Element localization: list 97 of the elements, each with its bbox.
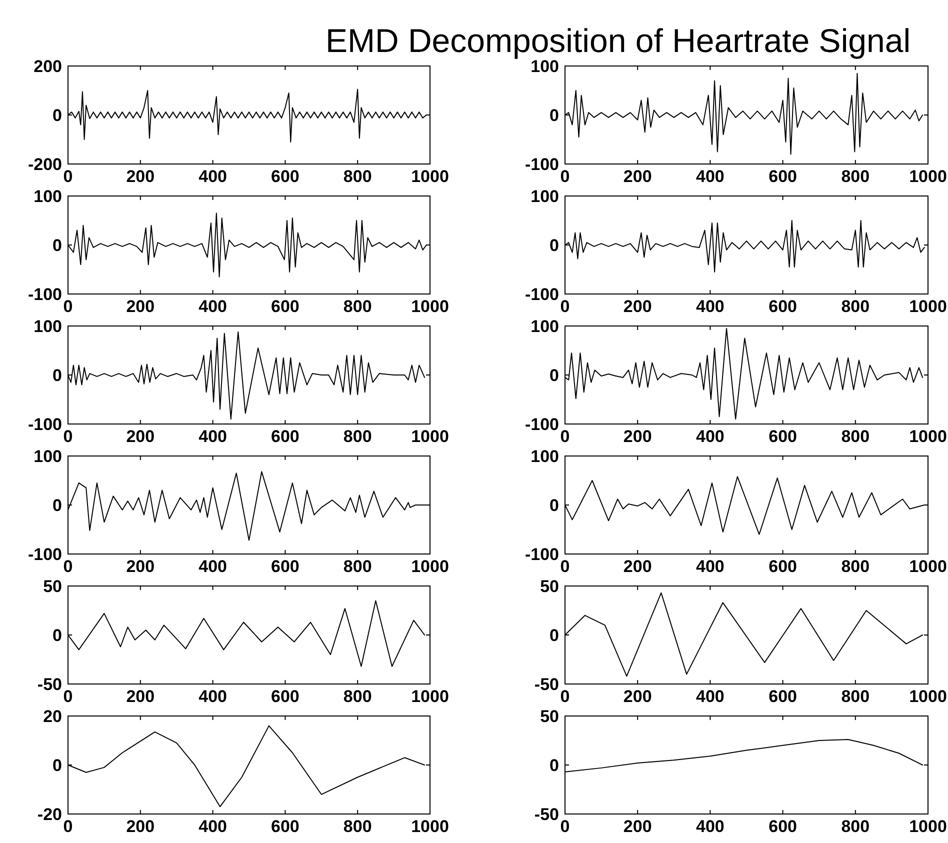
y-tick-label: -100 [28,414,62,434]
y-tick-label: 0 [550,756,559,775]
y-tick-label: 0 [550,106,559,125]
x-tick-label: 400 [696,297,724,316]
x-tick-label: 1000 [411,817,449,836]
x-tick-label: 600 [768,427,797,446]
x-tick-label: 1000 [909,167,947,186]
y-tick-label: 100 [530,446,559,466]
x-tick-label: 400 [198,817,227,836]
x-tick-label: 1000 [411,297,449,316]
x-tick-label: 400 [198,427,227,446]
y-tick-label: 100 [530,186,559,206]
x-tick-label: 400 [198,557,227,576]
x-tick-label: 600 [271,427,300,446]
x-tick-label: 800 [343,817,372,836]
text: EMD Decomposition of Heartrate Signal [325,22,911,59]
x-tick-label: 200 [623,687,652,706]
y-tick-label: 0 [52,756,62,775]
y-tick-label: -50 [534,674,559,694]
x-tick-label: 400 [198,687,227,706]
y-tick-label: 100 [530,56,559,76]
x-tick-label: 200 [126,557,155,576]
x-tick-label: 400 [696,167,724,186]
x-tick-label: 1000 [909,557,947,576]
x-tick-label: 200 [126,297,155,316]
x-tick-label: 1000 [411,557,449,576]
y-tick-label: 50 [540,576,559,596]
y-tick-label: 0 [52,366,62,385]
x-tick-label: 400 [696,427,724,446]
x-tick-label: 800 [841,427,870,446]
x-tick-label: 800 [841,687,870,706]
y-tick-label: -20 [37,804,62,824]
x-tick-label: 1000 [909,297,947,316]
y-tick-label: 100 [34,316,62,336]
y-tick-label: 20 [43,706,62,726]
y-tick-label: 0 [550,236,559,255]
x-tick-label: 600 [271,557,300,576]
x-tick-label: 800 [841,297,870,316]
y-tick-label: -100 [524,154,559,174]
x-tick-label: 600 [768,167,797,186]
x-tick-label: 600 [271,687,300,706]
y-tick-label: -50 [534,804,559,824]
x-tick-label: 800 [343,687,372,706]
x-tick-label: 400 [696,687,724,706]
y-tick-label: 0 [52,236,62,255]
x-tick-label: 200 [623,427,652,446]
x-tick-label: 1000 [909,427,947,446]
x-tick-label: 800 [343,557,372,576]
x-tick-label: 800 [841,167,870,186]
y-tick-label: 0 [550,366,559,385]
y-tick-label: 0 [550,496,559,515]
x-tick-label: 800 [343,297,372,316]
y-tick-label: -100 [524,284,559,304]
x-tick-label: 600 [768,297,797,316]
x-tick-label: 1000 [411,427,449,446]
x-tick-label: 600 [768,817,797,836]
x-tick-label: 1000 [909,817,947,836]
y-tick-label: 0 [52,626,62,645]
x-tick-label: 800 [841,817,870,836]
x-tick-label: 600 [271,297,300,316]
y-tick-label: 100 [34,186,62,206]
y-tick-label: 100 [34,446,62,466]
x-tick-label: 800 [841,557,870,576]
y-tick-label: -200 [28,154,62,174]
x-tick-label: 200 [623,557,652,576]
y-tick-label: -50 [37,674,62,694]
x-tick-label: 200 [126,817,155,836]
x-tick-label: 200 [623,817,652,836]
y-tick-label: 0 [550,626,559,645]
x-tick-label: 600 [271,817,300,836]
x-tick-label: 1000 [909,687,947,706]
x-tick-label: 600 [768,557,797,576]
x-tick-label: 200 [126,167,155,186]
x-tick-label: 800 [343,167,372,186]
y-tick-label: 0 [52,106,62,125]
x-tick-label: 200 [623,297,652,316]
x-tick-label: 1000 [411,687,449,706]
x-tick-label: 400 [696,817,724,836]
x-tick-label: 400 [198,167,227,186]
x-tick-label: 600 [271,167,300,186]
y-tick-label: -100 [524,414,559,434]
y-tick-label: 100 [530,316,559,336]
y-tick-label: -100 [28,544,62,564]
y-tick-label: 50 [43,576,62,596]
y-tick-label: 0 [52,496,62,515]
x-tick-label: 400 [696,557,724,576]
x-tick-label: 400 [198,297,227,316]
y-tick-label: 200 [34,56,62,76]
x-tick-label: 1000 [411,167,449,186]
x-tick-label: 200 [126,427,155,446]
y-tick-label: -100 [28,284,62,304]
y-tick-label: -100 [524,544,559,564]
x-tick-label: 200 [623,167,652,186]
x-tick-label: 600 [768,687,797,706]
y-tick-label: 50 [540,706,559,726]
x-tick-label: 200 [126,687,155,706]
x-tick-label: 800 [343,427,372,446]
